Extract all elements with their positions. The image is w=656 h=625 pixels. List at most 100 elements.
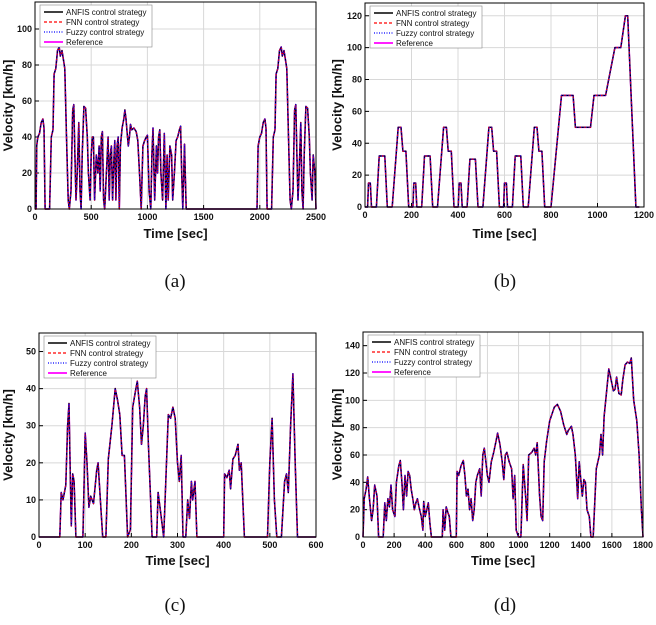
- plot-frame: [364, 2, 645, 208]
- x-tick-label: 1000: [587, 210, 607, 220]
- y-tick-label: 40: [350, 477, 360, 487]
- x-tick-label: 0: [32, 212, 37, 222]
- y-tick-label: 60: [350, 450, 360, 460]
- legend-label: FNN control strategy: [70, 349, 143, 358]
- y-tick-label: 0: [31, 532, 36, 542]
- y-tick-label: 20: [350, 505, 360, 515]
- x-tick-label: 600: [308, 540, 323, 550]
- legend-label: Reference: [66, 38, 103, 47]
- y-axis-title: Velocity [km/h]: [330, 389, 345, 481]
- legend-label: Reference: [70, 369, 107, 378]
- x-tick-label: 200: [387, 540, 402, 550]
- legend-label: ANFIS control strategy: [396, 9, 476, 18]
- legend-label: ANFIS control strategy: [66, 8, 146, 17]
- x-tick-label: 500: [262, 540, 277, 550]
- y-tick-label: 100: [17, 24, 32, 34]
- x-tick-label: 200: [124, 540, 139, 550]
- y-tick-label: 40: [352, 138, 362, 148]
- x-tick-label: 0: [360, 540, 365, 550]
- x-axis-title: Time [sec]: [145, 553, 209, 568]
- y-tick-label: 80: [350, 423, 360, 433]
- x-tick-label: 1800: [633, 540, 653, 550]
- x-tick-label: 400: [450, 210, 465, 220]
- x-tick-label: 300: [170, 540, 185, 550]
- x-tick-label: 1000: [137, 212, 157, 222]
- legend-label: Fuzzy control strategy: [396, 29, 474, 38]
- y-tick-label: 60: [22, 96, 32, 106]
- y-axis-title: Velocity [km/h]: [1, 389, 16, 481]
- chart-a: 0 500 1000 1500 2000 2500 0 20 40 60 80 100 ANFIS co…: [1, 1, 326, 292]
- x-tick-label: 200: [404, 210, 419, 220]
- legend-label: Fuzzy control strategy: [70, 359, 148, 368]
- panel-caption: (d): [494, 595, 516, 616]
- y-tick-label: 100: [345, 395, 360, 405]
- plot-frame: [34, 1, 317, 210]
- y-tick-label: 60: [352, 106, 362, 116]
- plot-frame: [362, 331, 644, 538]
- chart-c: 0 100 200 300 400 500 600 0 10 20 30 40 50 ANFIS cont…: [1, 332, 324, 616]
- y-tick-label: 20: [352, 170, 362, 180]
- panel-caption: (b): [494, 271, 516, 292]
- x-tick-label: 400: [418, 540, 433, 550]
- x-tick-label: 500: [84, 212, 99, 222]
- x-tick-label: 800: [480, 540, 495, 550]
- legend-label: FNN control strategy: [394, 348, 467, 357]
- y-tick-label: 80: [352, 75, 362, 85]
- y-tick-label: 140: [345, 341, 360, 351]
- x-tick-label: 1200: [540, 540, 560, 550]
- x-tick-label: 1200: [634, 210, 654, 220]
- x-axis-title: Time [sec]: [471, 553, 535, 568]
- y-tick-label: 120: [345, 368, 360, 378]
- x-tick-label: 1400: [571, 540, 591, 550]
- panel-caption: (a): [164, 271, 185, 292]
- y-tick-label: 100: [347, 43, 362, 53]
- y-tick-label: 0: [27, 204, 32, 214]
- x-tick-label: 0: [362, 210, 367, 220]
- legend-label: Fuzzy control strategy: [394, 358, 472, 367]
- y-tick-label: 20: [22, 168, 32, 178]
- x-axis-title: Time [sec]: [143, 226, 207, 241]
- y-tick-label: 40: [22, 132, 32, 142]
- y-tick-label: 50: [26, 347, 36, 357]
- y-axis-title: Velocity [km/h]: [1, 60, 16, 152]
- y-tick-label: 10: [26, 495, 36, 505]
- x-axis-title: Time [sec]: [472, 226, 536, 241]
- y-tick-label: 30: [26, 421, 36, 431]
- series-line-fuzzy: [35, 46, 317, 210]
- plot-frame: [38, 332, 317, 538]
- x-tick-label: 0: [36, 540, 41, 550]
- y-axis-title: Velocity [km/h]: [330, 59, 345, 151]
- y-tick-label: 40: [26, 384, 36, 394]
- legend-label: FNN control strategy: [66, 18, 139, 27]
- legend-label: Reference: [394, 368, 431, 377]
- x-tick-label: 600: [449, 540, 464, 550]
- legend-label: ANFIS control strategy: [394, 338, 474, 347]
- y-tick-label: 0: [357, 202, 362, 212]
- chart-b: 0 200 400 600 800 1000 1200 0 20 40 60 80 100 120 ANFI…: [330, 2, 654, 292]
- x-tick-label: 1000: [509, 540, 529, 550]
- legend-label: ANFIS control strategy: [70, 339, 150, 348]
- panel-caption: (c): [164, 595, 185, 616]
- legend-label: FNN control strategy: [396, 19, 469, 28]
- y-tick-label: 20: [26, 458, 36, 468]
- x-tick-label: 1600: [602, 540, 622, 550]
- x-tick-label: 1500: [194, 212, 214, 222]
- chart-d: 0 200 400 600 800 1000 1200 1400 1600 1800 0 20 40 60…: [330, 331, 653, 616]
- y-tick-label: 80: [22, 60, 32, 70]
- x-tick-label: 400: [216, 540, 231, 550]
- x-tick-label: 100: [78, 540, 93, 550]
- legend-label: Reference: [396, 39, 433, 48]
- x-tick-label: 2500: [306, 212, 326, 222]
- y-tick-label: 120: [347, 11, 362, 21]
- series-line-fuzzy: [39, 373, 316, 538]
- x-tick-label: 600: [497, 210, 512, 220]
- x-tick-label: 2000: [250, 212, 270, 222]
- y-tick-label: 0: [355, 532, 360, 542]
- legend-label: Fuzzy control strategy: [66, 28, 144, 37]
- x-tick-label: 800: [543, 210, 558, 220]
